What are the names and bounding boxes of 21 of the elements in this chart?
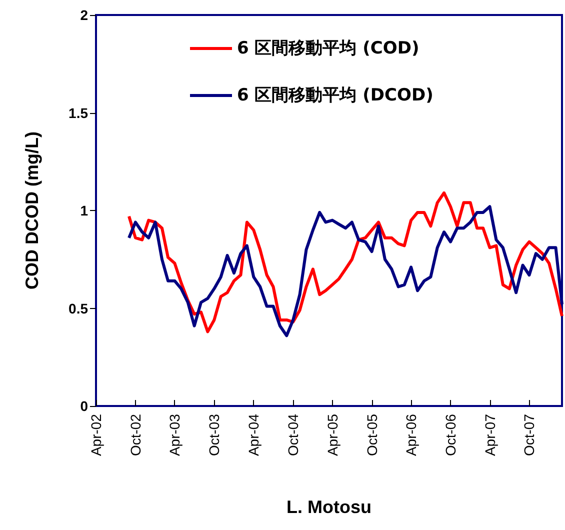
- x-tick-label: Apr-04: [246, 414, 262, 456]
- x-tick-label: Oct-06: [442, 414, 459, 456]
- y-axis-title: COD DCOD (mg/L): [22, 132, 42, 290]
- x-tick-label: Apr-02: [88, 414, 104, 456]
- y-tick-label: 0: [80, 398, 88, 414]
- y-tick-label: 0.5: [68, 300, 88, 316]
- x-tick-label: Apr-03: [166, 414, 183, 456]
- y-tick-label: 1.5: [68, 104, 88, 121]
- x-axis-title: L. Motosu: [286, 497, 372, 517]
- x-tick-label: Oct-07: [521, 414, 538, 456]
- x-tick-label: Apr-06: [403, 414, 420, 456]
- x-tick-label: Oct-05: [364, 414, 380, 456]
- x-tick-label: Apr-05: [324, 414, 340, 456]
- legend-label: 6 区間移動平均 (COD): [237, 38, 420, 58]
- x-tick-label: Oct-03: [206, 414, 222, 456]
- y-tick-label: 1: [80, 202, 88, 218]
- y-tick-label: 2: [80, 7, 88, 23]
- x-tick-label: Oct-02: [127, 414, 144, 456]
- x-tick-label: Oct-04: [285, 414, 302, 456]
- x-tick-label: Apr-07: [482, 414, 498, 456]
- legend-label: 6 区間移動平均 (DCOD): [237, 86, 434, 106]
